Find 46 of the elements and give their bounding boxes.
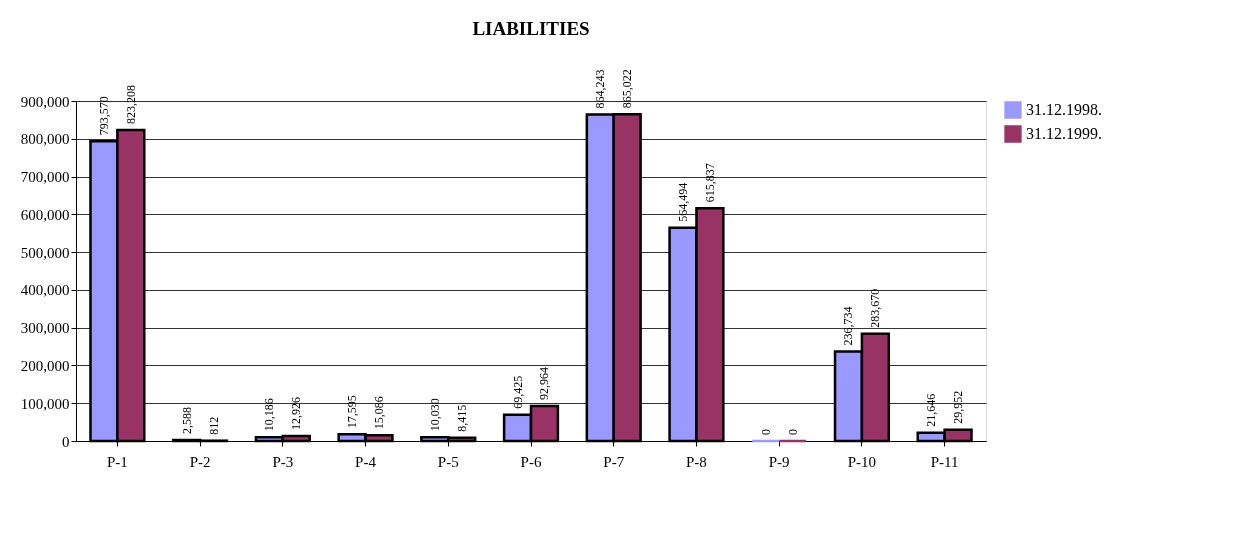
legend-label: 31.12.1998.: [1026, 101, 1102, 118]
data-label: 0: [785, 429, 800, 435]
y-tick-label: 300,000: [20, 320, 70, 337]
x-tick-label: P-2: [189, 453, 211, 470]
data-label: 0: [758, 429, 773, 435]
data-label: 21,646: [924, 393, 939, 427]
x-tick-label: P-7: [603, 453, 625, 470]
data-label: 236,734: [841, 306, 856, 346]
y-tick-label: 900,000: [20, 93, 70, 110]
y-tick-label: 200,000: [20, 357, 70, 374]
data-label: 564,494: [676, 182, 691, 222]
data-label: 823,208: [123, 85, 138, 125]
x-tick-label: P-10: [847, 453, 877, 470]
data-label: 17,595: [345, 395, 360, 429]
data-label: 8,415: [454, 404, 469, 432]
y-tick-label: 600,000: [20, 206, 70, 223]
x-tick-label: P-1: [106, 453, 128, 470]
x-tick-label: P-6: [520, 453, 542, 470]
legend-label: 31.12.1999.: [1026, 125, 1102, 142]
data-label: 812: [206, 416, 221, 435]
data-label: 12,926: [289, 397, 304, 431]
data-label: 92,964: [537, 366, 552, 400]
x-tick-label: P-4: [355, 453, 377, 470]
data-label: 793,570: [96, 96, 111, 136]
data-label: 865,022: [620, 69, 635, 109]
data-label: 10,186: [262, 398, 277, 432]
data-label: 864,243: [593, 69, 608, 109]
x-tick-label: P-3: [272, 453, 294, 470]
data-label: 10,030: [427, 398, 442, 432]
y-tick-label: 400,000: [20, 282, 70, 299]
data-label: 29,952: [951, 390, 966, 424]
y-tick-label: 800,000: [20, 131, 70, 148]
x-tick-label: P-11: [930, 453, 959, 470]
y-tick-label: 0: [62, 433, 70, 450]
chart-title: LIABILITIES: [472, 18, 590, 40]
x-tick-label: P-5: [437, 453, 459, 470]
data-label: 283,670: [868, 288, 883, 328]
y-tick-label: 700,000: [20, 169, 70, 186]
y-tick-label: 500,000: [20, 244, 70, 261]
y-tick-label: 100,000: [20, 395, 70, 412]
data-label: 615,837: [702, 163, 717, 203]
x-tick-label: P-8: [686, 453, 707, 470]
data-label: 15,086: [371, 396, 386, 430]
x-tick-label: P-9: [768, 453, 790, 470]
data-label: 2,588: [179, 407, 194, 435]
data-label: 69,425: [510, 375, 525, 409]
